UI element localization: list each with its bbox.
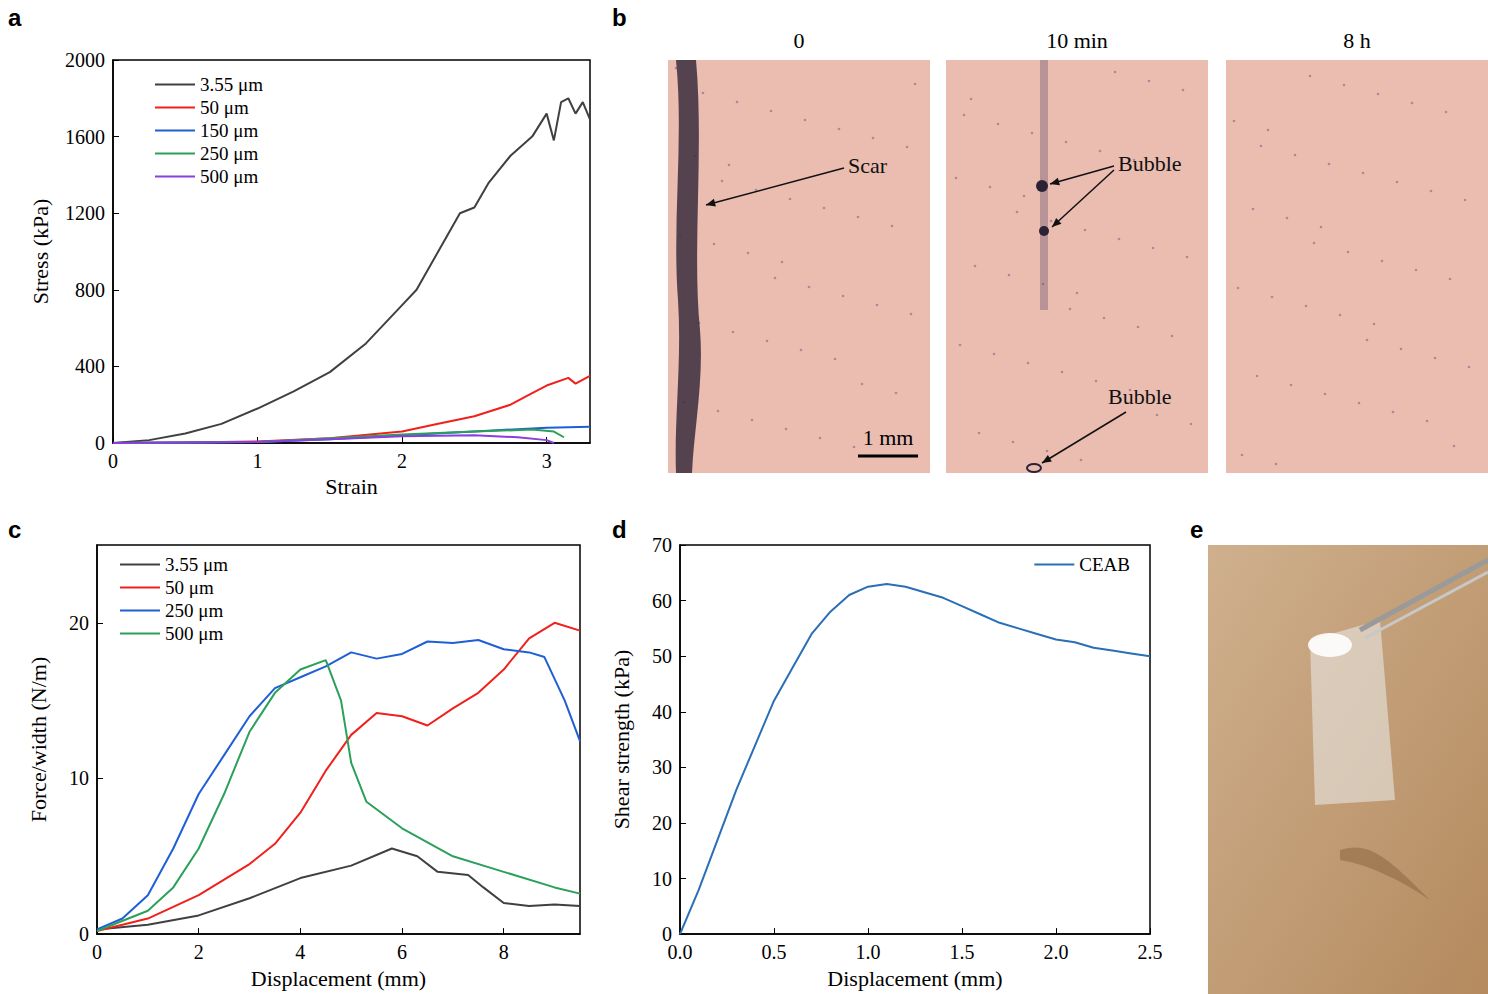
svg-text:Force/width (N/m): Force/width (N/m) bbox=[26, 657, 51, 823]
svg-text:Shear strength (kPa): Shear strength (kPa) bbox=[609, 650, 634, 830]
svg-text:Bubble: Bubble bbox=[1118, 151, 1182, 176]
svg-text:0.5: 0.5 bbox=[762, 941, 787, 963]
svg-text:10: 10 bbox=[652, 868, 672, 890]
svg-text:Bubble: Bubble bbox=[1108, 384, 1172, 409]
svg-text:800: 800 bbox=[75, 279, 105, 301]
svg-text:50 μm: 50 μm bbox=[200, 97, 249, 118]
html-text:e: e bbox=[1190, 516, 1204, 543]
svg-text:Stress (kPa): Stress (kPa) bbox=[28, 199, 53, 305]
svg-text:8: 8 bbox=[499, 941, 509, 963]
svg-text:4: 4 bbox=[295, 941, 305, 963]
html-text:d: d bbox=[612, 516, 627, 543]
html-text:a: a bbox=[8, 4, 22, 31]
svg-text:1 mm: 1 mm bbox=[863, 425, 914, 450]
svg-text:Displacement (mm): Displacement (mm) bbox=[827, 966, 1002, 991]
svg-text:250 μm: 250 μm bbox=[200, 143, 258, 164]
svg-text:20: 20 bbox=[652, 812, 672, 834]
svg-text:Strain: Strain bbox=[325, 474, 378, 499]
svg-text:0.0: 0.0 bbox=[668, 941, 693, 963]
svg-text:10: 10 bbox=[69, 767, 89, 789]
svg-text:1600: 1600 bbox=[65, 126, 105, 148]
svg-text:0: 0 bbox=[794, 28, 805, 53]
svg-text:500 μm: 500 μm bbox=[200, 166, 258, 187]
svg-text:1.0: 1.0 bbox=[856, 941, 881, 963]
svg-text:1: 1 bbox=[253, 450, 263, 472]
svg-text:250 μm: 250 μm bbox=[165, 600, 223, 621]
svg-text:3.55 μm: 3.55 μm bbox=[165, 554, 228, 575]
svg-text:2000: 2000 bbox=[65, 49, 105, 71]
svg-text:3.55 μm: 3.55 μm bbox=[200, 74, 263, 95]
svg-text:20: 20 bbox=[69, 612, 89, 634]
svg-text:8 h: 8 h bbox=[1343, 28, 1371, 53]
svg-text:2: 2 bbox=[194, 941, 204, 963]
svg-text:0: 0 bbox=[108, 450, 118, 472]
svg-text:1.5: 1.5 bbox=[950, 941, 975, 963]
html-text:b: b bbox=[612, 4, 627, 31]
svg-text:500 μm: 500 μm bbox=[165, 623, 223, 644]
svg-text:6: 6 bbox=[397, 941, 407, 963]
svg-text:Displacement (mm): Displacement (mm) bbox=[251, 966, 426, 991]
svg-text:30: 30 bbox=[652, 756, 672, 778]
svg-text:10 min: 10 min bbox=[1046, 28, 1108, 53]
svg-text:0: 0 bbox=[662, 923, 672, 946]
svg-text:0: 0 bbox=[79, 923, 89, 945]
svg-text:50 μm: 50 μm bbox=[165, 577, 214, 598]
svg-text:0: 0 bbox=[95, 432, 105, 454]
svg-text:CEAB: CEAB bbox=[1079, 554, 1130, 575]
svg-text:2: 2 bbox=[397, 450, 407, 472]
svg-text:400: 400 bbox=[75, 355, 105, 377]
svg-text:60: 60 bbox=[652, 590, 672, 612]
svg-text:50: 50 bbox=[652, 645, 672, 667]
svg-text:0: 0 bbox=[92, 941, 102, 963]
svg-text:40: 40 bbox=[652, 701, 672, 723]
svg-text:3: 3 bbox=[542, 450, 552, 472]
svg-text:2.0: 2.0 bbox=[1044, 941, 1069, 963]
svg-text:2.5: 2.5 bbox=[1138, 941, 1163, 963]
html-text:c: c bbox=[8, 516, 22, 543]
svg-text:Scar: Scar bbox=[848, 153, 888, 178]
svg-text:150 μm: 150 μm bbox=[200, 120, 258, 141]
svg-text:1200: 1200 bbox=[65, 202, 105, 224]
svg-text:70: 70 bbox=[652, 534, 672, 556]
